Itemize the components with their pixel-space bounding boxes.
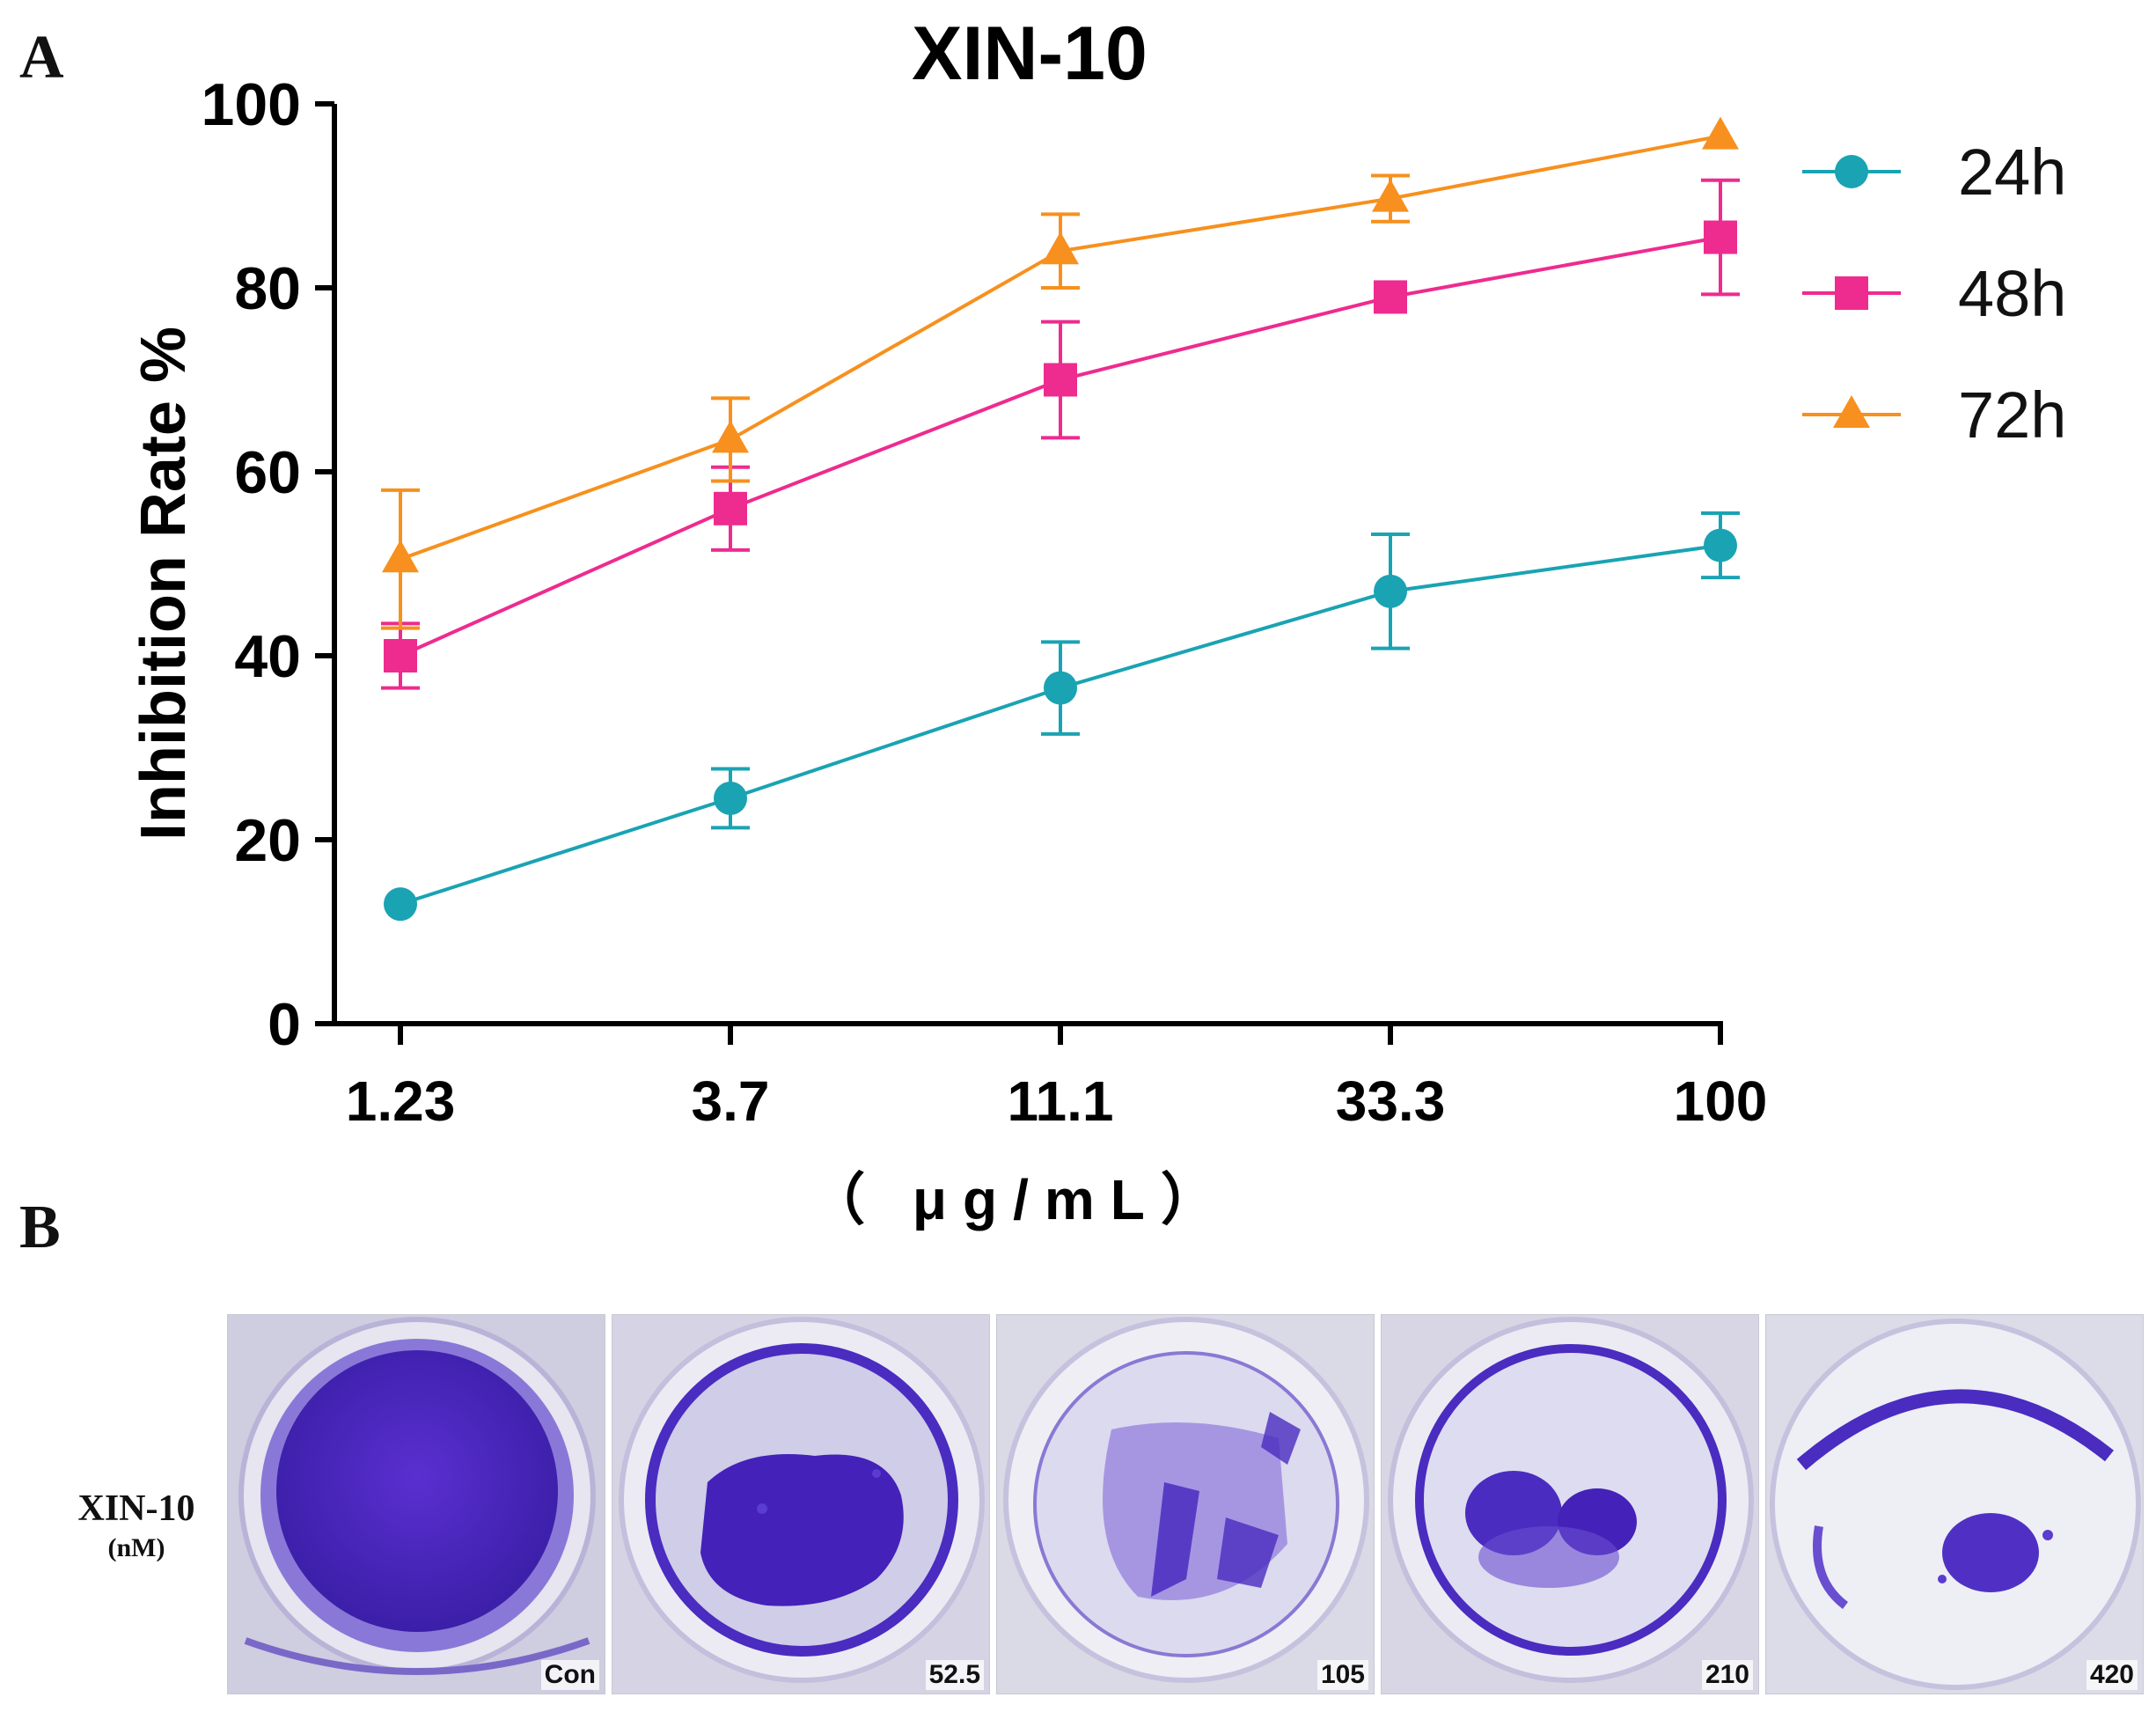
- data-point-24h: [1704, 528, 1737, 562]
- legend-item-24h: 24h: [1802, 136, 2066, 209]
- plate-52-5-label: 52.5: [925, 1660, 984, 1690]
- data-point-48h: [384, 639, 417, 672]
- data-point-48h: [1704, 220, 1737, 254]
- plate-210-label: 210: [1701, 1660, 1753, 1690]
- plate-420: 420: [1765, 1314, 2144, 1694]
- legend-label: 72h: [1958, 378, 2066, 452]
- y-tick-label: 0: [268, 991, 301, 1058]
- panel-b-row-label: XIN-10: [77, 1488, 195, 1529]
- legend-marker: [1835, 155, 1868, 188]
- y-tick-label: 40: [234, 623, 301, 690]
- plate-420-label: 420: [2086, 1660, 2138, 1690]
- plate-images-row: Con 52.5 105 2: [227, 1314, 2145, 1694]
- plate-105: 105: [996, 1314, 1375, 1694]
- plate-210-image: [1382, 1315, 1758, 1694]
- plate-con-label: Con: [540, 1660, 599, 1690]
- plate-420-image: [1766, 1315, 2143, 1694]
- data-point-72h: [712, 420, 749, 453]
- series-line-48h: [400, 235, 1721, 658]
- legend-marker: [1833, 395, 1870, 428]
- series-24h: [384, 511, 1740, 922]
- x-tick-label: 100: [1674, 1069, 1768, 1133]
- plate-52-5-image: [612, 1315, 989, 1694]
- data-point-24h: [1044, 671, 1077, 705]
- panel-a-label: A: [19, 24, 64, 92]
- legend-label: 24h: [1958, 136, 2066, 209]
- x-tick-label: 3.7: [692, 1069, 770, 1133]
- data-point-72h: [1372, 179, 1409, 212]
- plate-con: Con: [227, 1314, 605, 1694]
- y-tick-label: 60: [234, 439, 301, 506]
- y-axis-label: Inhibition Rate %: [128, 327, 199, 841]
- data-point-24h: [714, 781, 747, 815]
- plate-105-image: [997, 1315, 1374, 1694]
- x-tick-label: 1.23: [346, 1069, 456, 1133]
- panel-b-label: B: [19, 1194, 61, 1261]
- plate-con-image: [228, 1315, 605, 1694]
- chart-title: XIN-10: [912, 11, 1148, 96]
- plate-210: 210: [1381, 1314, 1759, 1694]
- legend-item-72h: 72h: [1802, 378, 2066, 452]
- data-point-48h: [714, 491, 747, 525]
- inhibition-line-chart: XIN-10 Inhibition Rate % （ μg/mL） 0 20 40 6…: [128, 11, 2066, 1231]
- data-point-24h: [384, 887, 417, 922]
- x-tick-label: 11.1: [1007, 1069, 1113, 1133]
- data-point-72h: [1702, 116, 1739, 150]
- data-point-48h: [1044, 363, 1077, 397]
- panel-b-row-unit: (nM): [107, 1533, 165, 1562]
- series-layer: [381, 116, 1740, 922]
- y-tick-label: 100: [202, 71, 301, 138]
- data-point-72h: [382, 540, 419, 573]
- data-point-48h: [1374, 280, 1407, 314]
- legend-label: 48h: [1958, 257, 2066, 330]
- legend-marker: [1835, 276, 1868, 310]
- plate-52-5: 52.5: [612, 1314, 990, 1694]
- x-axis-label: （ μg/mL）: [809, 1168, 1233, 1231]
- data-point-24h: [1374, 574, 1407, 608]
- plate-105-label: 105: [1316, 1660, 1368, 1690]
- legend-item-48h: 48h: [1802, 257, 2066, 330]
- axes: 0 20 40 60 80 100 1.23 3.7 11.1 33.3 100: [202, 71, 1768, 1133]
- x-tick-label: 33.3: [1336, 1069, 1446, 1133]
- data-point-72h: [1042, 231, 1079, 265]
- series-48h: [381, 178, 1740, 690]
- series-72h: [381, 116, 1739, 630]
- y-tick-label: 80: [234, 255, 301, 322]
- legend: 24h 48h 72h: [1802, 136, 2066, 452]
- y-tick-label: 20: [234, 807, 301, 874]
